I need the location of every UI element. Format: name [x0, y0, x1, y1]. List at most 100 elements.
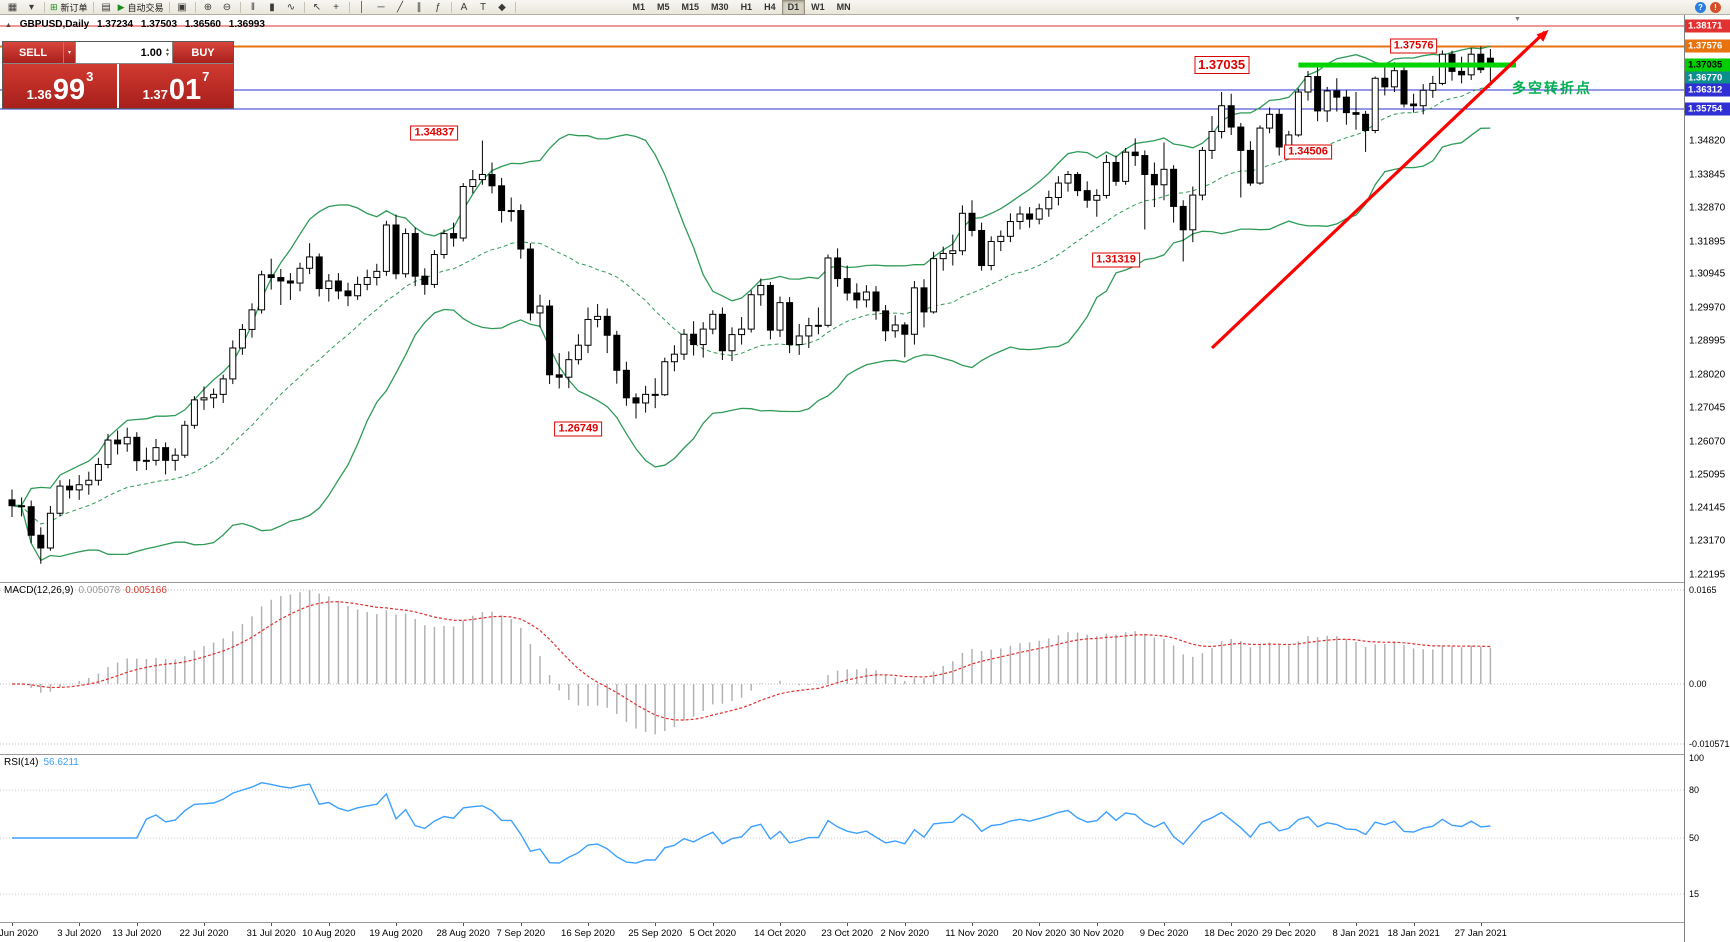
notification-icon[interactable]: ! — [1710, 1, 1721, 13]
arrow-tool-icon[interactable]: T — [479, 1, 487, 13]
text-tool-icon[interactable]: A — [460, 1, 468, 13]
timeframe-m15[interactable]: M15 — [681, 2, 700, 12]
vertical-line-tool-icon[interactable]: │ — [358, 1, 366, 13]
ask-price-button[interactable]: 1.37 01 7 — [119, 64, 233, 108]
trade-controls-row: SELL ▾ 1.00 ▲ ▼ BUY — [3, 42, 233, 63]
date-label: 3 Jul 2020 — [57, 928, 102, 939]
symbol-name: GBPUSD,Daily — [19, 19, 90, 30]
sell-options-icon[interactable]: ▾ — [64, 42, 75, 63]
bar-chart-icon[interactable]: ‖ — [250, 1, 256, 13]
price-tick: 1.23170 — [1689, 535, 1726, 547]
price-annotation: 1.34506 — [1284, 144, 1332, 160]
volume-value: 1.00 — [140, 46, 163, 59]
time-axis[interactable]: 24 Jun 2020 3 Jul 2020 13 Jul 2020 22 Jul 2… — [0, 923, 1684, 942]
price-tick: 1.26070 — [1689, 436, 1726, 448]
timeframe-m5[interactable]: M5 — [657, 2, 670, 12]
time-tick — [904, 923, 906, 926]
price-marker: 1.36312 — [1685, 83, 1730, 97]
panel-separator[interactable] — [0, 582, 1730, 583]
macd-axis-label: 0.00 — [1689, 679, 1707, 689]
time-tick — [1164, 923, 1165, 926]
volume-input[interactable]: 1.00 ▲ ▼ — [76, 42, 172, 63]
collapse-icon[interactable]: ▲ — [5, 22, 12, 29]
toolbar-separator — [514, 1, 516, 13]
channel-tool-icon[interactable]: ∥ — [416, 1, 422, 13]
rsi-axis-label: 100 — [1689, 753, 1705, 763]
price-axis[interactable]: 1.34820 1.33845 1.32870 1.31895 1.30945 1.299… — [1684, 15, 1730, 942]
timeframe-m1[interactable]: M1 — [632, 2, 646, 12]
time-tick — [79, 923, 81, 926]
price-annotation: 1.37035 — [1194, 56, 1250, 75]
autotrading-button[interactable]: ▶ 自动交易 — [116, 1, 166, 14]
candlestick-chart-icon[interactable]: ▮ — [269, 1, 275, 13]
toolbar-separator — [239, 1, 241, 13]
time-tick — [847, 923, 849, 926]
zoom-in-icon[interactable]: ⊕ — [203, 1, 213, 13]
spinner-up-icon[interactable]: ▲ — [165, 46, 170, 53]
date-label: 9 Dec 2020 — [1139, 928, 1189, 939]
shapes-tool-icon[interactable]: ◆ — [498, 1, 506, 13]
ask-point: 7 — [202, 69, 210, 84]
new-order-label: 新订单 — [60, 2, 88, 13]
help-icon[interactable]: ? — [1695, 1, 1706, 13]
ask-integer: 1.37 — [142, 87, 168, 102]
ohlc-open: 1.37234 — [96, 19, 134, 30]
main-chart-panel[interactable]: ▲ GBPUSD,Daily 1.37234 1.37503 1.36560 1… — [0, 15, 1684, 582]
macd-canvas[interactable] — [0, 583, 1684, 754]
timeframe-mn[interactable]: MN — [836, 2, 851, 12]
chinese-annotation: 多空转折点 — [1512, 80, 1592, 96]
new-order-button[interactable]: ⊞ 新订单 — [48, 1, 90, 14]
date-label: 18 Jan 2021 — [1387, 928, 1440, 939]
line-chart-icon[interactable]: ∿ — [286, 1, 296, 13]
trendline-tool-icon[interactable]: ╱ — [396, 1, 404, 13]
new-chart-icon[interactable]: ▦ — [7, 1, 18, 13]
price-annotation: 1.26749 — [554, 421, 603, 437]
timeframe-d1[interactable]: D1 — [781, 0, 806, 15]
date-label: 31 Jul 2020 — [246, 928, 296, 939]
rsi-name: RSI(14) — [4, 757, 39, 768]
sell-button[interactable]: SELL — [3, 42, 63, 63]
new-order-icon: ⊞ — [50, 1, 58, 12]
fibonacci-tool-icon[interactable]: ƒ — [435, 1, 441, 13]
timeframe-w1[interactable]: W1 — [811, 2, 825, 12]
time-tick — [463, 923, 465, 926]
buy-button[interactable]: BUY — [173, 42, 233, 63]
zoom-out-icon[interactable]: ⊖ — [222, 1, 232, 13]
timeframe-h1[interactable]: H1 — [740, 2, 753, 12]
price-tick: 1.32870 — [1689, 202, 1726, 214]
rsi-panel[interactable]: RSI(14) 56.6211 — [0, 755, 1684, 922]
cursor-icon[interactable]: ↖ — [312, 1, 322, 13]
horizontal-line-tool-icon[interactable]: ─ — [377, 1, 385, 13]
time-tick — [328, 923, 330, 926]
panel-separator — [0, 922, 1730, 923]
time-tick — [1288, 923, 1290, 926]
timeframe-m30[interactable]: M30 — [711, 2, 729, 12]
toolbar-right-group: ? ! — [1691, 1, 1721, 13]
panel-separator[interactable] — [0, 754, 1730, 755]
autotrading-play-icon: ▶ — [117, 1, 125, 12]
date-label: 10 Aug 2020 — [302, 928, 356, 939]
chart-dropdown-icon[interactable]: ▾ — [28, 1, 35, 13]
time-tick — [396, 923, 397, 926]
ask-pips: 01 — [168, 74, 202, 106]
macd-panel[interactable]: MACD(12,26,9) 0.005078 0.005166 — [0, 583, 1684, 754]
profiles-icon[interactable]: ▤ — [101, 1, 111, 13]
crosshair-icon[interactable]: + — [333, 1, 339, 13]
price-tick: 1.22195 — [1689, 569, 1726, 581]
spinner-down-icon[interactable]: ▼ — [165, 51, 170, 58]
timeframe-h4[interactable]: H4 — [764, 2, 776, 12]
one-click-trading-panel: SELL ▾ 1.00 ▲ ▼ BUY 1.36 99 3 — [2, 41, 234, 109]
bid-price-button[interactable]: 1.36 99 3 — [3, 64, 117, 108]
time-tick — [1096, 923, 1098, 926]
tile-windows-icon[interactable]: ▣ — [177, 1, 187, 13]
date-label: 25 Sep 2020 — [628, 928, 683, 939]
time-tick — [1413, 923, 1415, 926]
price-tick: 1.28020 — [1689, 369, 1726, 381]
rsi-canvas[interactable] — [0, 755, 1684, 922]
date-label: 11 Nov 2020 — [945, 928, 999, 939]
bid-pips: 99 — [52, 74, 86, 106]
main-chart-canvas[interactable] — [0, 15, 1684, 582]
bid-integer: 1.36 — [26, 87, 52, 102]
volume-spinner[interactable]: ▲ ▼ — [165, 46, 170, 58]
